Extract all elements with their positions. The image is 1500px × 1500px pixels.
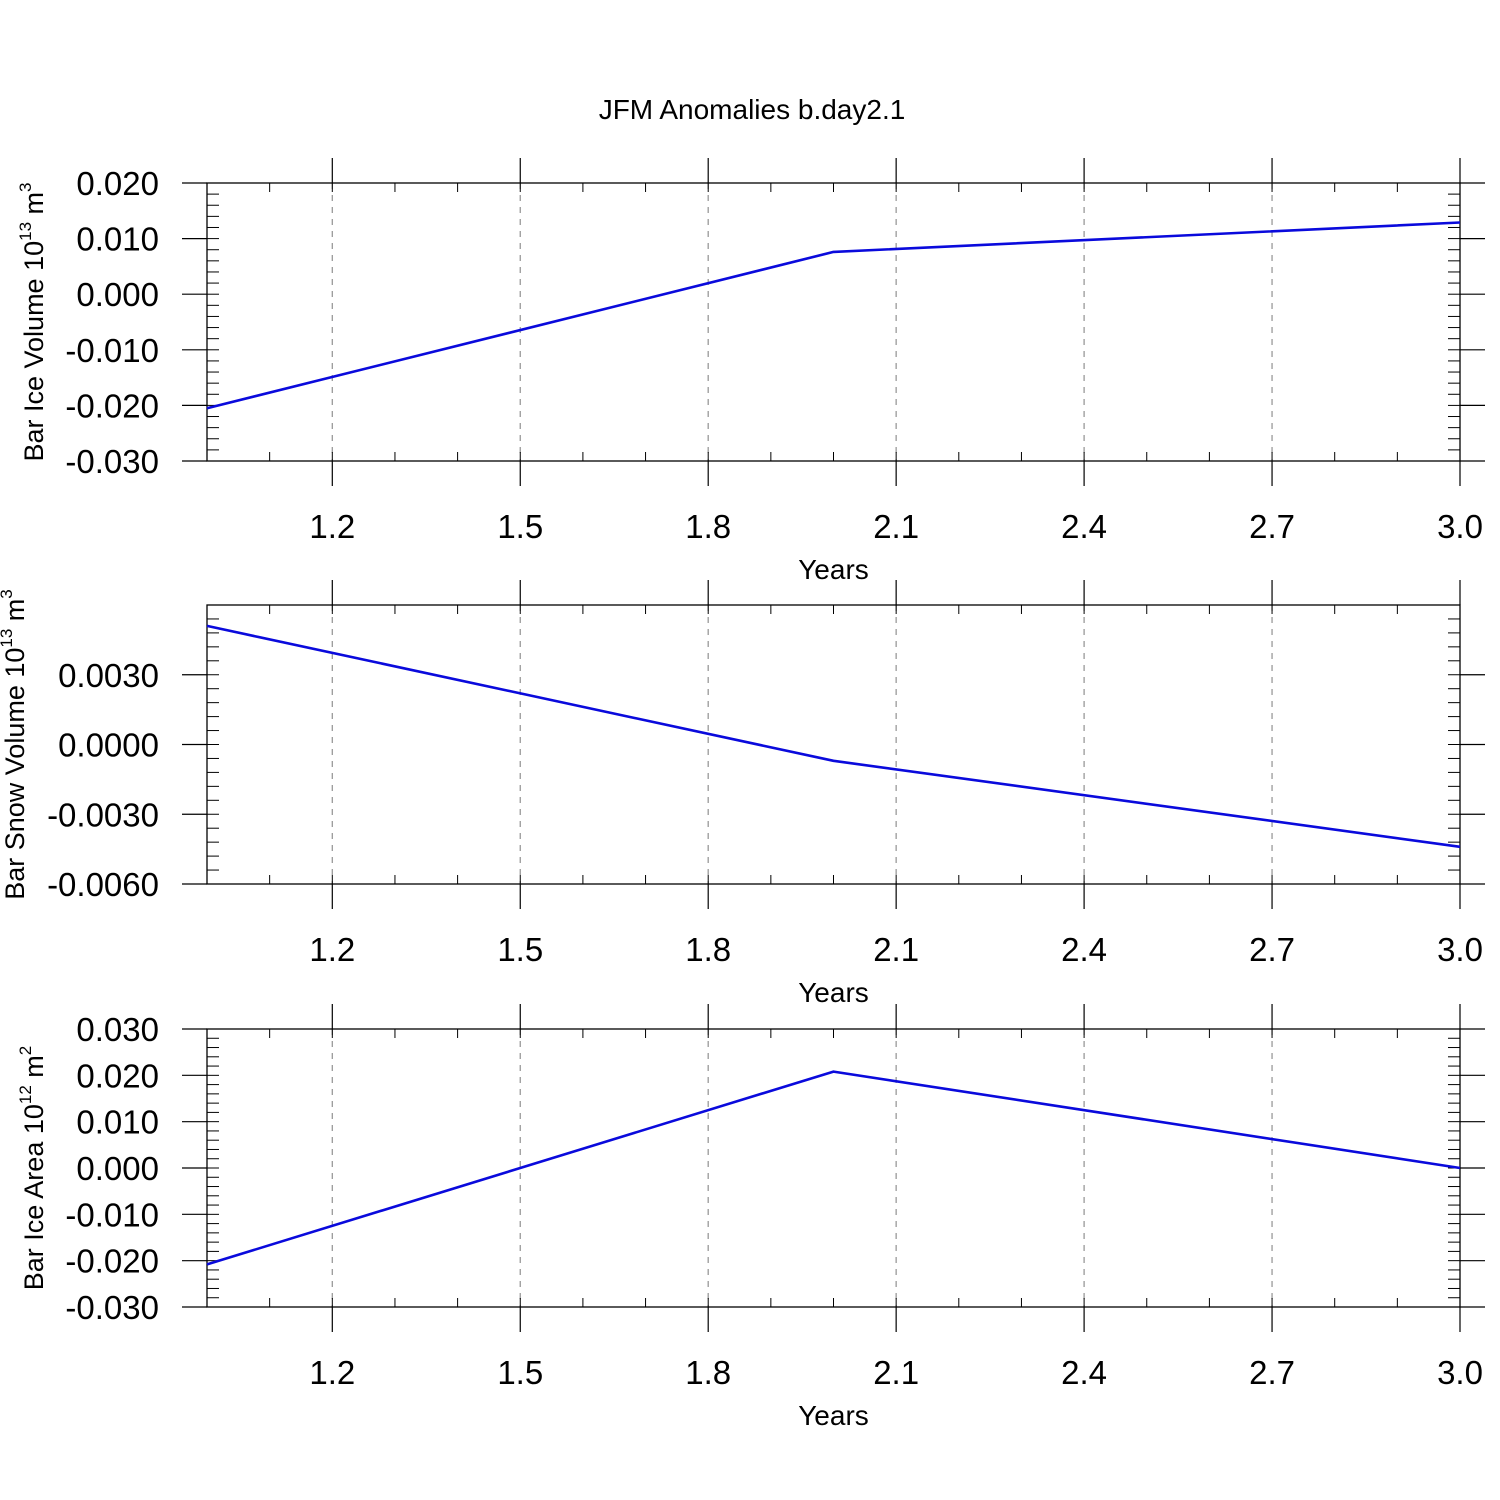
x-tick-label: 1.2	[309, 508, 355, 545]
y-axis-label: Bar Ice Area 1012 m2	[16, 1046, 49, 1291]
x-axis-label: Years	[798, 1400, 869, 1431]
y-tick-label: 0.0000	[58, 727, 159, 764]
y-axis-label-text: Bar Ice Volume 10	[19, 241, 49, 462]
y-tick-label: -0.030	[65, 1289, 159, 1326]
y-axis-label-unit: m	[0, 599, 30, 629]
y-axis-label-unit-exp: 3	[16, 182, 35, 191]
y-tick-label: -0.0060	[47, 866, 159, 903]
y-axis-label-unit-exp: 3	[0, 589, 16, 598]
x-tick-label: 3.0	[1437, 1354, 1483, 1391]
chart-title: JFM Anomalies b.day2.1	[599, 94, 906, 125]
x-axis-label: Years	[798, 554, 869, 585]
x-tick-label: 1.8	[685, 1354, 731, 1391]
x-tick-label: 1.5	[497, 1354, 543, 1391]
series-line	[206, 624, 1461, 849]
y-tick-label: 0.000	[76, 1150, 159, 1187]
y-axis-label-text: Bar Snow Volume 10	[0, 648, 30, 900]
y-tick-label: 0.0030	[58, 657, 159, 694]
x-tick-label: 1.2	[309, 1354, 355, 1391]
x-tick-label: 2.4	[1061, 508, 1107, 545]
panel-1: 1.2 1.5 1.8 2.1 2.4 2.7 3.0 0.020 0.010 0.000 -0.0…	[16, 158, 1485, 585]
y-axis-label-exp: 12	[16, 1085, 35, 1104]
y-axis-label-text: Bar Ice Area 10	[19, 1104, 49, 1290]
y-axis-label-unit: m	[19, 192, 49, 222]
series-line	[206, 221, 1461, 410]
y-axis-label-exp: 13	[0, 629, 16, 648]
x-tick-label: 2.4	[1061, 1354, 1107, 1391]
y-tick-label: 0.020	[76, 165, 159, 202]
y-tick-label: -0.0030	[47, 796, 159, 833]
x-tick-label: 2.1	[873, 508, 919, 545]
chart-panels: 1.2 1.5 1.8 2.1 2.4 2.7 3.0 0.020 0.010 0.000 -0.0…	[0, 158, 1485, 1431]
x-tick-label: 1.8	[685, 931, 731, 968]
y-tick-label: -0.020	[65, 387, 159, 424]
y-tick-label: 0.020	[76, 1057, 159, 1094]
x-axis-label: Years	[798, 977, 869, 1008]
y-axis-label-unit-exp: 2	[16, 1046, 35, 1055]
x-tick-label: 2.7	[1249, 1354, 1295, 1391]
x-tick-label: 3.0	[1437, 508, 1483, 545]
x-tick-label: 1.5	[497, 931, 543, 968]
x-tick-label: 1.5	[497, 508, 543, 545]
y-axis-label-exp: 13	[16, 222, 35, 241]
plot-frame	[206, 604, 1461, 885]
x-tick-label: 2.7	[1249, 931, 1295, 968]
series-line	[206, 1070, 1461, 1266]
x-tick-label: 3.0	[1437, 931, 1483, 968]
panel-3: 1.2 1.5 1.8 2.1 2.4 2.7 3.0 0.030 0.020 0.010 0.00…	[16, 1004, 1485, 1431]
y-tick-label: 0.030	[76, 1011, 159, 1048]
y-tick-label: 0.000	[76, 276, 159, 313]
x-tick-label: 2.1	[873, 1354, 919, 1391]
x-tick-label: 2.4	[1061, 931, 1107, 968]
y-tick-label: 0.010	[76, 221, 159, 258]
plot-frame	[206, 182, 1461, 462]
panel-2: 1.2 1.5 1.8 2.1 2.4 2.7 3.0 0.0030 0.0000 -0.0030…	[0, 580, 1485, 1008]
x-tick-label: 2.7	[1249, 508, 1295, 545]
y-axis-label-unit: m	[19, 1055, 49, 1085]
x-tick-label: 2.1	[873, 931, 919, 968]
y-tick-label: 0.010	[76, 1104, 159, 1141]
x-tick-label: 1.2	[309, 931, 355, 968]
y-axis-label: Bar Ice Volume 1013 m3	[16, 182, 49, 461]
y-axis-label: Bar Snow Volume 1013 m3	[0, 589, 30, 900]
y-tick-label: -0.010	[65, 332, 159, 369]
y-tick-label: -0.010	[65, 1196, 159, 1233]
x-tick-label: 1.8	[685, 508, 731, 545]
y-tick-label: -0.020	[65, 1243, 159, 1280]
y-tick-label: -0.030	[65, 443, 159, 480]
